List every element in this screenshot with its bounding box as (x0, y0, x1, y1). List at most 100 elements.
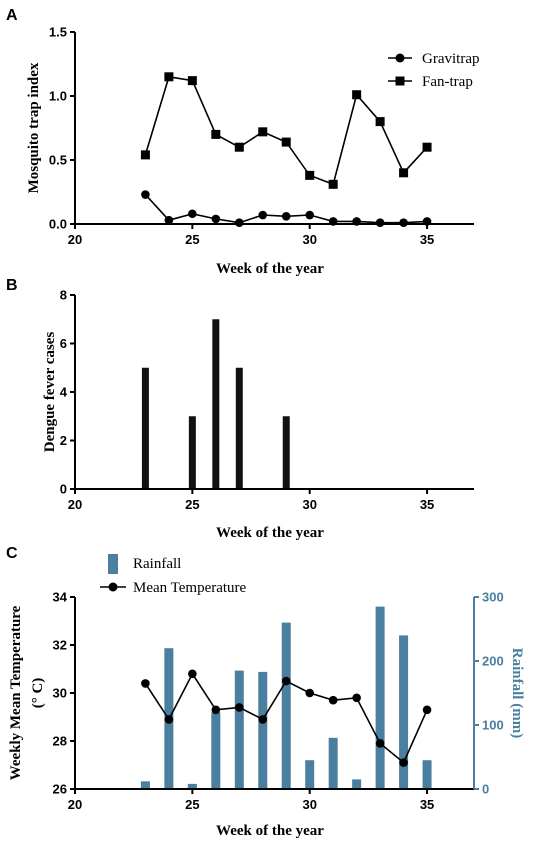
legend-fantrap-marker (395, 76, 405, 86)
panel-a-x-tick-label: 35 (420, 232, 434, 247)
series-fan-trap-point (352, 90, 362, 100)
panel-c-left-y-tick-label: 30 (53, 686, 67, 701)
series-fan-trap-point (399, 168, 409, 178)
panel-c-x-tick-label: 35 (420, 797, 434, 812)
rainfall-bar (281, 622, 291, 789)
panel-a-x-tick-label: 30 (302, 232, 316, 247)
series-gravitrap-point (141, 190, 150, 199)
series-mean-temperature-point (164, 715, 174, 724)
dengue-bar (212, 319, 220, 489)
rainfall-bar (422, 760, 432, 789)
series-fan-trap-point (187, 76, 197, 86)
series-fan-trap-line (144, 75, 428, 186)
panel-b-ylabel: Dengue fever cases (42, 332, 58, 453)
legend-rainfall-label: Rainfall (133, 556, 181, 572)
series-fan-trap-point (328, 179, 338, 189)
panel-b-y-tick-label: 6 (60, 336, 67, 351)
rainfall-bar (140, 781, 150, 789)
legend-rainfall-swatch (108, 554, 118, 574)
legend-fantrap-label: Fan-trap (422, 74, 473, 90)
panel-a-plot: 20 25 30 35 0.0 0.5 1.0 1.5 (49, 25, 474, 247)
series-fan-trap-point (211, 129, 221, 139)
panel-a-legend: Gravitrap Fan-trap (388, 51, 479, 90)
panel-a-letter: A (6, 7, 18, 24)
panel-a-ylabel: Mosquito trap index (26, 62, 42, 193)
panel-b-x-tick-label: 25 (185, 497, 199, 512)
panel-c-right-y-tick-label: 0 (482, 782, 489, 797)
series-gravitrap-point (328, 217, 338, 226)
series-gravitrap-point (188, 209, 197, 219)
panel-c: C 20 25 30 35 26 28 30 32 34 0 100 200 300 Week of t… (6, 545, 525, 839)
series-gravitrap-point (399, 218, 408, 228)
panel-c-ylabel-left-line1: Weekly Mean Temperature (8, 605, 24, 780)
series-gravitrap-point (234, 218, 244, 228)
panel-b-y-tick-label: 2 (60, 433, 67, 448)
rainfall-bar (328, 737, 338, 789)
series-mean-temperature-point (258, 715, 268, 724)
rainfall-bar (211, 712, 221, 789)
series-gravitrap-point (258, 210, 268, 220)
panel-a-y-tick-label: 1.5 (49, 25, 67, 40)
series-gravitrap-point (305, 210, 315, 220)
legend-gravitrap-marker (395, 53, 405, 63)
panel-c-left-y-tick-label: 26 (53, 782, 67, 797)
series-fan-trap-point (305, 170, 315, 180)
rainfall-bar (258, 671, 268, 789)
series-fan-trap-point (258, 127, 268, 137)
dengue-bar (188, 416, 196, 489)
legend-temperature-label: Mean Temperature (133, 580, 247, 596)
series-gravitrap-point (164, 215, 174, 225)
panel-b-x-tick-label: 20 (68, 497, 82, 512)
series-mean-temperature-point (375, 739, 385, 748)
panel-c-legend: Rainfall Mean Temperature (100, 554, 247, 596)
panel-a-x-tick-label: 25 (185, 232, 199, 247)
panel-c-x-tick-label: 30 (302, 797, 316, 812)
panel-c-xlabel: Week of the year (216, 823, 324, 839)
panel-a-x-tick-label: 20 (68, 232, 82, 247)
panel-a-y-tick-label: 0.5 (49, 153, 67, 168)
series-mean-temperature-point (328, 695, 338, 705)
dengue-bar (282, 416, 290, 489)
panel-b-plot: 20 25 30 35 0 2 4 6 8 (60, 288, 474, 512)
rainfall-bar (234, 670, 244, 789)
rainfall-bar (375, 606, 385, 789)
panel-b-x-tick-label: 30 (302, 497, 316, 512)
panel-a-xlabel: Week of the year (216, 261, 324, 277)
panel-b-y-tick-label: 8 (60, 288, 67, 303)
series-gravitrap-point (281, 212, 291, 221)
panel-b-y-tick-label: 4 (60, 385, 68, 400)
series-mean-temperature-point (281, 676, 291, 686)
rainfall-bar (187, 783, 197, 789)
series-mean-temperature-point (422, 705, 432, 715)
series-gravitrap-point (211, 214, 221, 224)
series-mean-temperature-point (352, 693, 361, 703)
series-fan-trap-point (281, 137, 291, 147)
series-mean-temperature-point (399, 758, 408, 767)
series-fan-trap-point (422, 142, 432, 152)
series-fan-trap-point (375, 117, 385, 127)
panel-c-ylabel-right: Rainfall (mm) (509, 648, 525, 738)
panel-c-right-y-tick-label: 100 (482, 718, 504, 733)
panel-a: A 20 25 30 350.00.51.01.5 Week of the year … (6, 7, 479, 277)
series-mean-temperature-point (188, 669, 197, 679)
series-mean-temperature-point (141, 679, 150, 688)
series-fan-trap-point (164, 72, 174, 82)
panel-b-y-tick-label: 0 (60, 482, 67, 497)
rainfall-bar (352, 779, 362, 789)
series-fan-trap-point (234, 142, 244, 152)
panel-c-left-y-tick-label: 28 (53, 734, 67, 749)
panel-a-y-tick-label: 0.0 (49, 217, 67, 232)
series-mean-temperature-point (305, 688, 315, 698)
rainfall-bar (399, 635, 409, 789)
series-mean-temperature-point (211, 705, 221, 715)
rainfall-bar (305, 760, 315, 789)
panel-b-xlabel: Week of the year (216, 525, 324, 541)
dengue-bar (141, 367, 149, 489)
legend-temperature-marker (108, 582, 118, 592)
series-gravitrap-point (352, 217, 361, 226)
legend-gravitrap-label: Gravitrap (422, 51, 479, 67)
panel-c-x-tick-label: 20 (68, 797, 82, 812)
panel-c-ylabel-left-line2: (° C) (30, 678, 46, 709)
dengue-bar (235, 367, 243, 489)
panel-c-right-y-tick-label: 200 (482, 654, 504, 669)
